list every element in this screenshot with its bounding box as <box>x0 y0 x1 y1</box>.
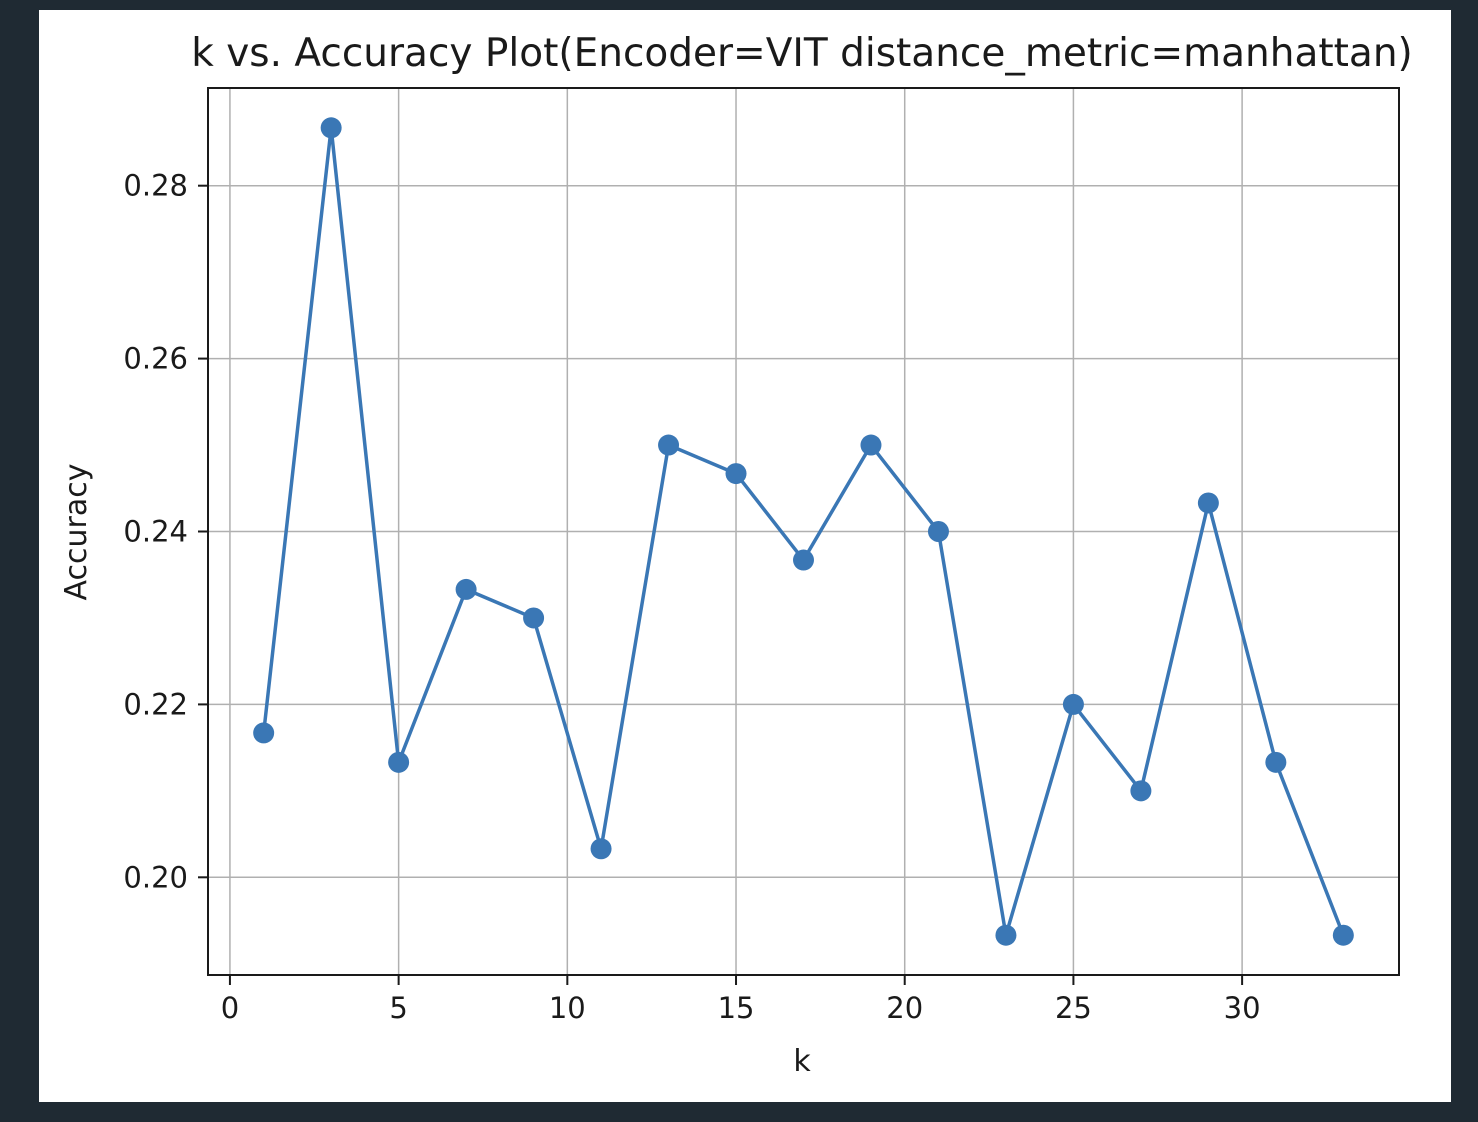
data-point-marker <box>590 838 612 860</box>
grid <box>208 88 1399 975</box>
plot-frame <box>207 87 1400 976</box>
series-layer <box>253 117 1354 946</box>
data-point-marker <box>725 463 747 485</box>
data-point-marker <box>1062 693 1084 715</box>
y-tick-label: 0.28 <box>123 169 188 203</box>
x-tick-label: 0 <box>221 991 239 1025</box>
data-point-marker <box>523 607 545 629</box>
chart-title: k vs. Accuracy Plot(Encoder=VIT distance… <box>191 31 1413 76</box>
y-tick-label: 0.20 <box>123 860 188 894</box>
x-tick-label: 10 <box>549 991 586 1025</box>
x-tick-label: 30 <box>1224 991 1261 1025</box>
x-tick-label: 25 <box>1055 991 1092 1025</box>
x-axis-label: k <box>793 1044 811 1079</box>
data-point-marker <box>860 434 882 456</box>
chart-figure: k vs. Accuracy Plot(Encoder=VIT distance… <box>39 10 1451 1102</box>
line-chart: k vs. Accuracy Plot(Encoder=VIT distance… <box>59 31 1413 1079</box>
x-tick-label: 20 <box>886 991 923 1025</box>
data-point-marker <box>658 434 680 456</box>
data-point-marker <box>1197 492 1219 514</box>
y-axis-ticks: 0.20 0.22 0.24 0.26 0.28 <box>123 169 208 894</box>
y-axis-label: Accuracy <box>59 464 94 601</box>
data-point-marker <box>1265 751 1287 773</box>
x-axis-ticks: 0 5 10 15 20 25 30 <box>221 975 1261 1025</box>
x-tick-label: 15 <box>718 991 755 1025</box>
data-point-marker <box>995 924 1017 946</box>
y-tick-label: 0.22 <box>123 687 188 721</box>
y-tick-label: 0.24 <box>123 515 188 549</box>
data-point-marker <box>1332 924 1354 946</box>
data-point-marker <box>388 751 410 773</box>
data-point-marker <box>1130 780 1152 802</box>
data-point-marker <box>253 722 275 744</box>
y-tick-label: 0.26 <box>123 342 188 376</box>
data-point-marker <box>455 578 477 600</box>
x-tick-label: 5 <box>389 991 407 1025</box>
data-point-marker <box>793 549 814 571</box>
data-point-marker <box>927 521 949 542</box>
data-point-marker <box>320 117 342 139</box>
